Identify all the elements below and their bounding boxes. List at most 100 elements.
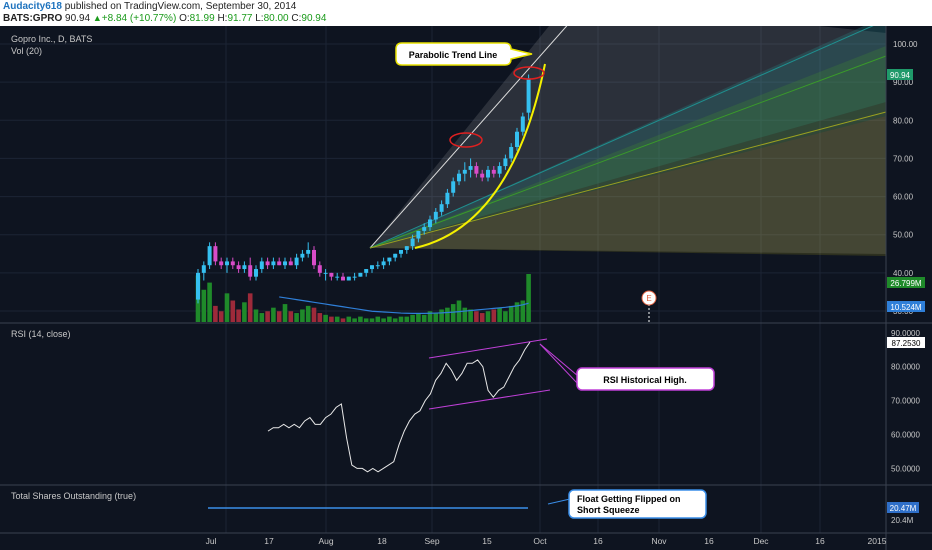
volume-bar — [381, 318, 386, 322]
volume-bar — [271, 307, 276, 322]
rsi-callout[interactable] — [576, 367, 715, 391]
shares-callout[interactable] — [568, 489, 707, 519]
rsi-tick-2: 70.0000 — [891, 397, 920, 406]
candle-body — [242, 265, 247, 270]
fan-line-4[interactable] — [369, 111, 887, 249]
chart-background — [0, 26, 932, 550]
volume-bar — [305, 305, 311, 322]
candle-body — [254, 269, 258, 277]
candle-body — [323, 272, 328, 274]
last-price: 90.94 — [65, 13, 91, 24]
volume-badge — [887, 277, 925, 288]
volume-bar — [450, 304, 456, 322]
time-tick-5: 15 — [482, 536, 492, 546]
time-axis[interactable]: Jul 17 Aug 18 Sep 15 Oct 16 Nov 16 Dec 16 2015 — [206, 536, 887, 546]
volume-bar — [514, 302, 520, 322]
volume-bar — [329, 316, 334, 322]
candle-body — [515, 131, 519, 147]
volume-bar — [259, 313, 265, 322]
volume-bar — [416, 313, 421, 322]
highlight-circle-1 — [449, 132, 483, 148]
rsi-line — [267, 341, 531, 473]
shares-axis-tick: 20.4M — [891, 516, 914, 525]
symbol-label: BATS:GPRO — [3, 13, 63, 24]
candle-body — [404, 246, 409, 250]
candle-body — [399, 249, 403, 254]
candle-body — [439, 204, 444, 212]
volume-bar — [352, 318, 357, 322]
time-tick-8: Nov — [651, 536, 667, 546]
time-tick-7: 16 — [593, 536, 603, 546]
fan-zone-teal — [370, 26, 886, 248]
rsi-channel-lower[interactable] — [428, 389, 551, 410]
candle-body — [497, 166, 502, 174]
volume-bar — [323, 314, 328, 322]
candle-body — [225, 261, 229, 266]
volume-bar — [265, 311, 270, 322]
candle-body — [352, 276, 357, 278]
header-line-1: Audacity618 published on TradingView.com… — [3, 1, 296, 12]
time-tick-0: Jul — [206, 536, 217, 546]
close-value: 90.94 — [301, 13, 327, 24]
shares-badge — [887, 502, 919, 513]
author-link[interactable]: Audacity618 — [3, 1, 62, 12]
candle-body — [341, 276, 345, 281]
candle-body — [433, 211, 438, 220]
volume-bar — [404, 316, 410, 322]
rsi-pane-title: RSI (14, close) — [11, 329, 71, 339]
parabolic-callout[interactable] — [395, 42, 533, 66]
volume-bar — [282, 304, 288, 322]
gann-fan — [369, 26, 887, 256]
candle-body — [213, 246, 218, 262]
candle-body — [486, 169, 490, 178]
candle-body — [259, 261, 264, 270]
highlight-circle-2 — [513, 66, 545, 80]
fan-line-2[interactable] — [369, 26, 886, 249]
candle-body — [451, 181, 456, 193]
chart-canvas[interactable]: Parabolic Trend Line E Gopro Inc., D, BA… — [0, 26, 932, 550]
last-price-badge — [887, 69, 913, 80]
rsi-tick-4: 50.0000 — [891, 464, 920, 473]
rsi-channel-upper[interactable] — [428, 338, 548, 359]
high-label: H: — [217, 13, 228, 24]
time-tick-3: 18 — [377, 536, 387, 546]
grid-lines — [0, 26, 886, 533]
candle-body — [370, 265, 374, 270]
earnings-marker-text: E — [646, 294, 651, 303]
candle-body — [509, 146, 514, 159]
parabolic-trend-line[interactable] — [414, 63, 546, 249]
price-tick-4: 60.00 — [893, 193, 914, 202]
candles — [196, 74, 531, 304]
candle-body — [381, 261, 386, 266]
candle-body — [428, 219, 432, 228]
fan-zone-green — [370, 46, 886, 248]
time-tick-6: Oct — [533, 536, 547, 546]
candle-body — [312, 249, 316, 266]
volume-bar — [340, 318, 346, 322]
candle-body — [462, 169, 467, 174]
time-tick-12: 2015 — [868, 536, 887, 546]
open-label: O: — [179, 13, 190, 24]
fan-zone-grey — [370, 26, 886, 254]
volume-bar — [288, 311, 294, 322]
volume-bar — [410, 314, 415, 322]
volume-bar — [207, 282, 212, 322]
fan-line-3[interactable] — [369, 55, 887, 249]
rsi-badge-text: 87.2530 — [892, 339, 921, 348]
time-tick-1: 17 — [264, 536, 274, 546]
volume-bar — [479, 313, 485, 322]
price-tick-1: 90.00 — [893, 78, 914, 87]
volume-bar — [421, 314, 427, 322]
volume-bar — [294, 313, 299, 322]
volume-bar — [392, 318, 398, 322]
candle-body — [474, 166, 479, 174]
shares-callout-text-1: Float Getting Flipped on — [577, 494, 681, 504]
price-change: +8.84 (+10.77%) — [101, 13, 177, 24]
candle-body — [491, 169, 496, 174]
price-tick-2: 80.00 — [893, 116, 914, 125]
up-arrow-icon: ▲ — [92, 13, 102, 23]
volume-badge-text: 26.799M — [890, 279, 921, 288]
earnings-icon[interactable] — [641, 290, 657, 306]
candle-body — [207, 246, 212, 266]
candle-body — [294, 257, 299, 266]
